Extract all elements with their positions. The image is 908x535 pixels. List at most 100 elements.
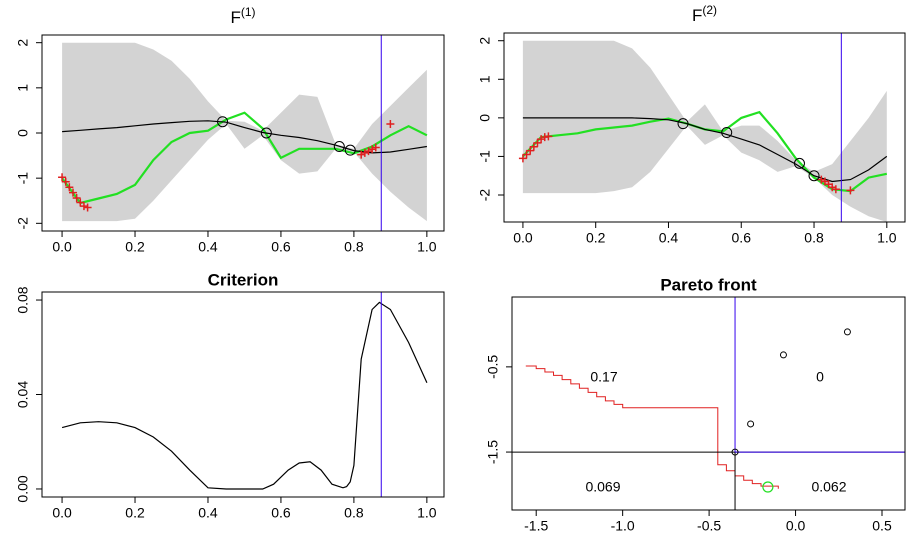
pareto-point: [731, 448, 739, 456]
chart-title: F(1): [230, 5, 255, 27]
series-line: [61, 301, 428, 490]
x-tick-label: 0.8: [804, 230, 824, 246]
sample-mark: [357, 150, 366, 159]
region-label: 0.17: [590, 369, 617, 385]
series-line: [522, 117, 888, 183]
plot-area: [518, 33, 888, 222]
region-label: 0.062: [811, 479, 846, 495]
chart-title: Pareto front: [660, 275, 757, 294]
pareto-front: [525, 365, 779, 489]
sample-mark: [540, 133, 549, 142]
sample-mark: [846, 186, 855, 195]
pareto-point: [747, 420, 755, 428]
x-tick-label: 1.0: [417, 505, 437, 521]
sample-mark: [72, 194, 81, 203]
y-tick-label: 1: [15, 84, 31, 92]
design-point: [260, 127, 272, 139]
chart-title: F(2): [692, 3, 717, 25]
x-tick-label: 0.4: [198, 239, 218, 255]
design-point: [721, 127, 733, 139]
series-line: [61, 111, 428, 205]
sample-mark: [831, 185, 840, 194]
sample-mark: [360, 148, 369, 157]
x-tick-label: 0.0: [52, 505, 72, 521]
confidence-band: [522, 40, 887, 222]
y-tick-label: -2: [477, 189, 493, 202]
sample-mark: [79, 202, 88, 211]
sample-mark: [58, 173, 67, 182]
y-tick-label: 0: [15, 129, 31, 137]
x-tick-label: -1.0: [611, 518, 635, 534]
sample-mark: [371, 143, 380, 152]
x-tick-label: 0.6: [271, 505, 291, 521]
sample-mark: [544, 132, 553, 141]
sample-mark: [518, 154, 527, 163]
y-tick-label: -1: [477, 150, 493, 163]
design-point: [808, 170, 820, 182]
x-tick-label: 0.2: [125, 505, 145, 521]
x-tick-label: 0.8: [344, 239, 364, 255]
x-tick-label: -1.5: [524, 518, 548, 534]
y-tick-label: -1.5: [485, 440, 501, 464]
x-tick-label: 0.4: [659, 230, 679, 246]
y-tick-label: 0.00: [15, 475, 31, 502]
x-tick-label: -0.5: [697, 518, 721, 534]
title-main: F: [230, 8, 240, 27]
sample-mark: [364, 147, 373, 156]
x-tick-label: 1.0: [417, 239, 437, 255]
x-tick-label: 0.8: [344, 505, 364, 521]
sample-mark: [533, 138, 542, 147]
y-tick-label: 2: [477, 37, 493, 45]
sample-mark: [61, 177, 70, 186]
plot-area: [61, 292, 428, 497]
sample-mark: [76, 198, 85, 207]
x-tick-label: 0.0: [786, 518, 806, 534]
design-point: [217, 116, 229, 128]
region-label: 0.069: [585, 479, 620, 495]
y-tick-label: 0.08: [15, 286, 31, 313]
y-tick-label: -2: [15, 217, 31, 230]
x-tick-label: 0.2: [586, 230, 606, 246]
plot-frame: [503, 32, 906, 223]
plot-frame: [511, 296, 906, 511]
y-tick-label: 1: [477, 75, 493, 83]
confidence-band: [62, 42, 427, 222]
x-tick-label: 0.4: [198, 505, 218, 521]
plot-frame: [41, 34, 445, 232]
plot-area: [58, 35, 428, 231]
design-point: [677, 118, 689, 130]
pareto-point: [779, 351, 787, 359]
plot-area: [512, 297, 905, 510]
new-point: [762, 481, 774, 493]
sample-mark: [65, 183, 74, 192]
y-tick-label: 0: [477, 114, 493, 122]
x-tick-label: 0.0: [52, 239, 72, 255]
design-point: [344, 144, 356, 156]
x-tick-label: 1.0: [877, 230, 897, 246]
y-tick-label: 0.04: [15, 381, 31, 408]
title-sup: (2): [702, 3, 717, 17]
sample-mark: [83, 203, 92, 212]
sample-mark: [69, 188, 78, 197]
design-point: [793, 157, 805, 169]
x-tick-label: 0.0: [513, 230, 533, 246]
sample-mark: [386, 119, 395, 128]
sample-mark: [526, 146, 535, 155]
y-tick-label: -1: [15, 172, 31, 185]
chart-title: Criterion: [208, 270, 279, 289]
sample-mark: [522, 150, 531, 159]
x-tick-label: 0.2: [125, 239, 145, 255]
x-tick-label: 0.6: [732, 230, 752, 246]
x-tick-label: 0.6: [271, 239, 291, 255]
x-tick-label: 0.5: [872, 518, 892, 534]
title-main: F: [692, 6, 702, 25]
y-tick-label: 2: [15, 39, 31, 47]
region-label: 0: [816, 369, 824, 385]
sample-mark: [529, 142, 538, 151]
pareto-point: [843, 328, 851, 336]
y-tick-label: -0.5: [485, 355, 501, 379]
design-point: [333, 141, 345, 153]
plot-frame: [41, 291, 445, 498]
title-sup: (1): [241, 5, 256, 19]
